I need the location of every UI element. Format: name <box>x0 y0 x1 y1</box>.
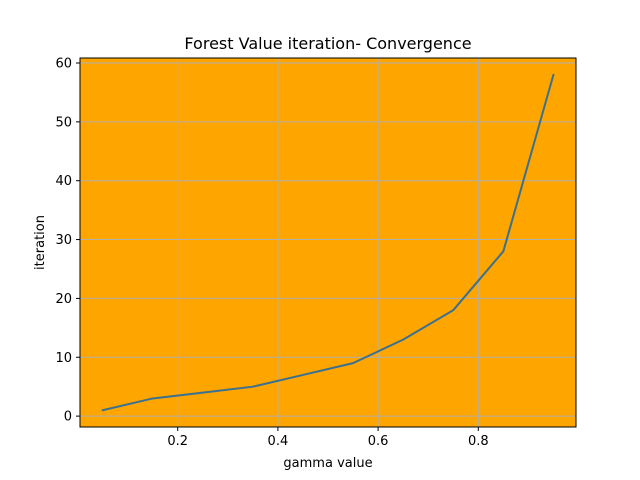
y-tick-label: 0 <box>64 410 72 425</box>
series-line <box>101 73 555 412</box>
y-tick-label: 30 <box>55 233 72 248</box>
ticks: 0.2 0.4 0.6 0.8 0 10 20 30 40 50 60 <box>55 57 488 449</box>
y-axis-label: iteration <box>33 215 48 270</box>
x-axis-label: gamma value <box>283 456 372 471</box>
plot-frame <box>79 57 577 428</box>
plot-area <box>80 58 576 427</box>
x-tick-label: 0.6 <box>368 434 389 449</box>
y-tick-label: 50 <box>55 115 72 130</box>
series-layer <box>101 73 555 412</box>
y-tick-label: 60 <box>55 57 72 72</box>
y-tick-label: 40 <box>55 174 72 189</box>
y-tick-label: 20 <box>55 292 72 307</box>
x-tick-label: 0.4 <box>268 434 289 449</box>
grid <box>80 58 576 427</box>
y-tick-label: 10 <box>55 351 72 366</box>
x-tick-label: 0.8 <box>468 434 489 449</box>
chart-title: Forest Value iteration- Convergence <box>184 34 471 53</box>
x-tick-label: 0.2 <box>167 434 188 449</box>
